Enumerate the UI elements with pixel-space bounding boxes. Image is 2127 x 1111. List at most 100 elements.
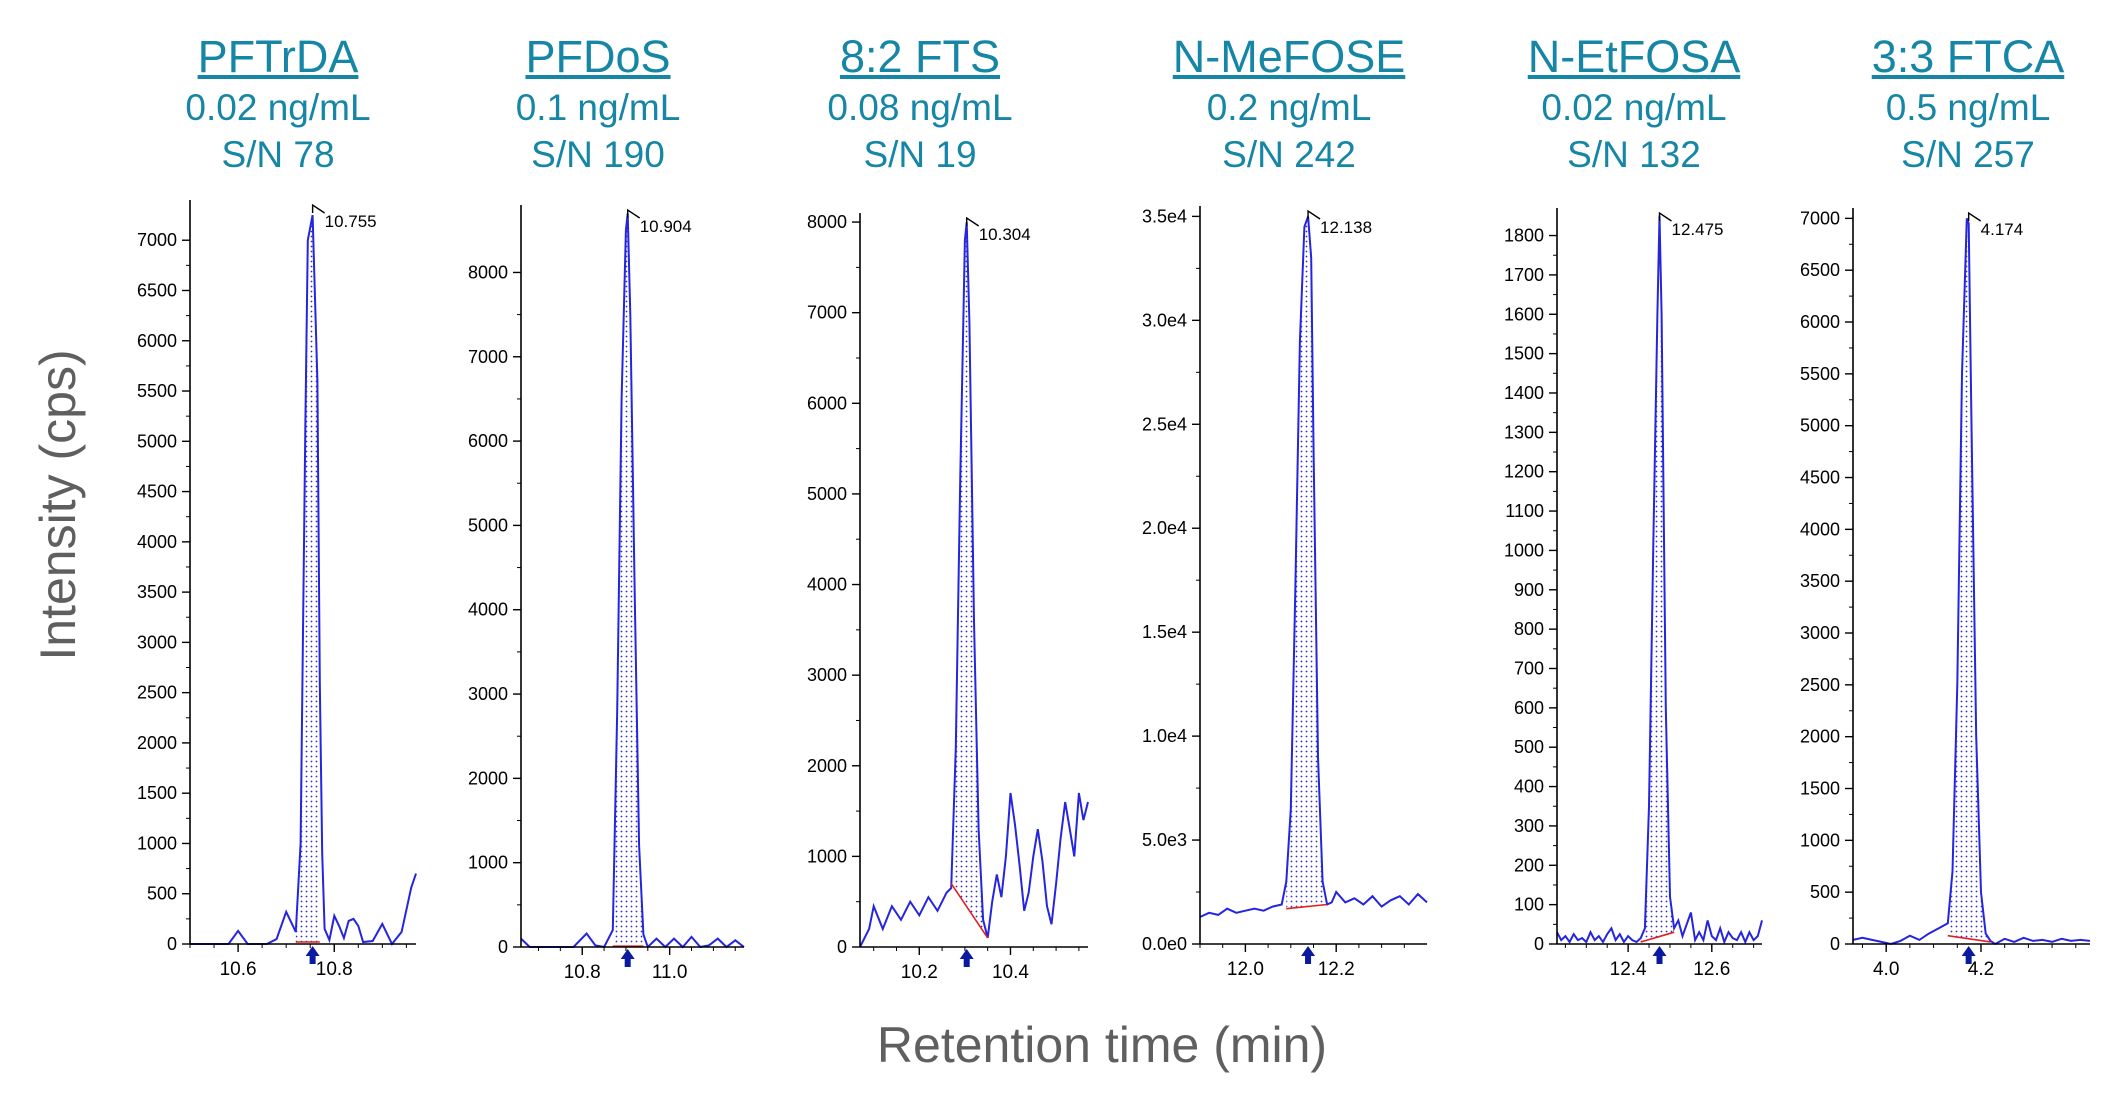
y-tick-label: 0 [167,934,177,954]
x-tick-label: 11.0 [652,962,688,983]
y-tick-label: 1600 [1504,304,1544,324]
signal-to-noise-label: S/N 257 [1901,134,2035,175]
analyte-name: PFDoS [525,31,671,82]
peak-retention-label: 10.904 [640,217,692,236]
concentration-label: 0.1 ng/mL [515,87,681,128]
y-tick-label: 1000 [137,833,177,853]
y-tick-label: 5500 [137,381,177,401]
analyte-name: PFTrDA [197,31,359,82]
y-tick-label: 3500 [1800,571,1840,591]
x-tick-label: 4.0 [1873,959,1899,980]
signal-to-noise-label: S/N 190 [531,134,665,175]
y-tick-label: 400 [1514,777,1544,797]
y-tick-label: 5.0e3 [1142,830,1187,850]
x-tick-label: 10.8 [316,959,353,980]
x-tick-label: 10.4 [992,962,1029,983]
signal-to-noise-label: S/N 78 [221,134,335,175]
panel-header: N-MeFOSE 0.2 ng/mL S/N 242 [1139,30,1439,178]
integrated-peak-area [1947,218,1991,942]
y-tick-label: 2000 [468,768,508,788]
y-tick-label: 6000 [468,431,508,451]
chromatogram-trace [1199,216,1428,918]
peak-retention-label: 12.138 [1320,218,1372,237]
y-tick-label: 6500 [137,280,177,300]
y-tick-label: 4500 [137,482,177,502]
y-tick-label: 1.0e4 [1142,726,1187,746]
peak-retention-label: 10.755 [325,212,377,231]
panel-header: PFDoS 0.1 ng/mL S/N 190 [448,30,748,178]
panel-header: 3:3 FTCA 0.5 ng/mL S/N 257 [1818,30,2118,178]
y-tick-label: 0 [498,937,508,957]
integration-baseline [1640,931,1675,943]
y-tick-label: 1400 [1504,383,1544,403]
peak-apex-marker [626,208,641,219]
y-tick-label: 1000 [1800,830,1840,850]
chromatogram-trace [859,222,1089,948]
y-tick-label: 2000 [137,733,177,753]
retention-time-arrow-icon [1961,946,1976,964]
y-tick-label: 1200 [1504,462,1544,482]
peak-apex-marker [311,203,326,214]
x-tick-label: 12.4 [1610,959,1647,980]
y-tick-label: 6000 [807,393,847,413]
retention-time-arrow-icon [1652,946,1667,964]
y-tick-label: 0 [837,937,847,957]
x-tick-label: 12.6 [1693,959,1730,980]
y-tick-label: 6500 [1800,260,1840,280]
concentration-label: 0.08 ng/mL [827,87,1013,128]
concentration-label: 0.2 ng/mL [1206,87,1372,128]
panel-header: N-EtFOSA 0.02 ng/mL S/N 132 [1484,30,1784,178]
concentration-label: 0.02 ng/mL [185,87,371,128]
panel-header: PFTrDA 0.02 ng/mL S/N 78 [128,30,428,178]
y-tick-label: 3.5e4 [1142,206,1187,226]
y-tick-label: 6000 [137,331,177,351]
y-tick-label: 3000 [137,632,177,652]
y-tick-label: 4000 [468,600,508,620]
signal-to-noise-label: S/N 242 [1222,134,1356,175]
y-tick-label: 7000 [137,230,177,250]
y-tick-label: 1500 [1504,344,1544,364]
y-tick-label: 4000 [807,575,847,595]
concentration-label: 0.02 ng/mL [1541,87,1727,128]
y-tick-label: 500 [1514,737,1544,757]
x-tick-label: 12.0 [1227,959,1264,980]
y-tick-label: 2000 [1800,727,1840,747]
y-tick-label: 8000 [468,262,508,282]
y-tick-label: 3000 [807,665,847,685]
y-tick-label: 1000 [807,846,847,866]
y-tick-label: 6000 [1800,312,1840,332]
x-tick-label: 4.2 [1968,959,1994,980]
peak-retention-label: 4.174 [1981,220,2024,239]
y-tick-label: 8000 [807,212,847,232]
y-tick-label: 5500 [1800,364,1840,384]
y-tick-label: 0.0e0 [1142,934,1187,954]
y-tick-label: 2500 [137,683,177,703]
x-tick-label: 12.2 [1318,959,1355,980]
concentration-label: 0.5 ng/mL [1885,87,2051,128]
y-tick-label: 1700 [1504,265,1544,285]
y-tick-label: 900 [1514,580,1544,600]
integrated-peak-area [951,222,988,938]
y-tick-label: 500 [147,884,177,904]
peak-apex-marker [1967,211,1982,222]
y-tick-label: 0 [1534,934,1544,954]
y-tick-label: 7000 [807,303,847,323]
retention-time-arrow-icon [620,949,635,967]
y-tick-label: 500 [1810,882,1840,902]
y-tick-label: 100 [1514,895,1544,915]
y-tick-label: 1800 [1504,226,1544,246]
signal-to-noise-label: S/N 19 [863,134,977,175]
y-tick-label: 1100 [1505,501,1544,521]
peak-retention-label: 12.475 [1672,220,1724,239]
y-tick-label: 2500 [1800,675,1840,695]
y-tick-label: 5000 [807,484,847,504]
x-tick-label: 10.8 [564,962,601,983]
peak-retention-label: 10.304 [979,225,1031,244]
y-tick-label: 1500 [1800,779,1840,799]
integrated-peak-area [1286,216,1328,909]
y-tick-label: 4000 [137,532,177,552]
y-tick-label: 0 [1830,934,1840,954]
y-tick-label: 1000 [1504,540,1544,560]
y-tick-label: 300 [1514,816,1544,836]
y-tick-label: 7000 [1800,208,1840,228]
